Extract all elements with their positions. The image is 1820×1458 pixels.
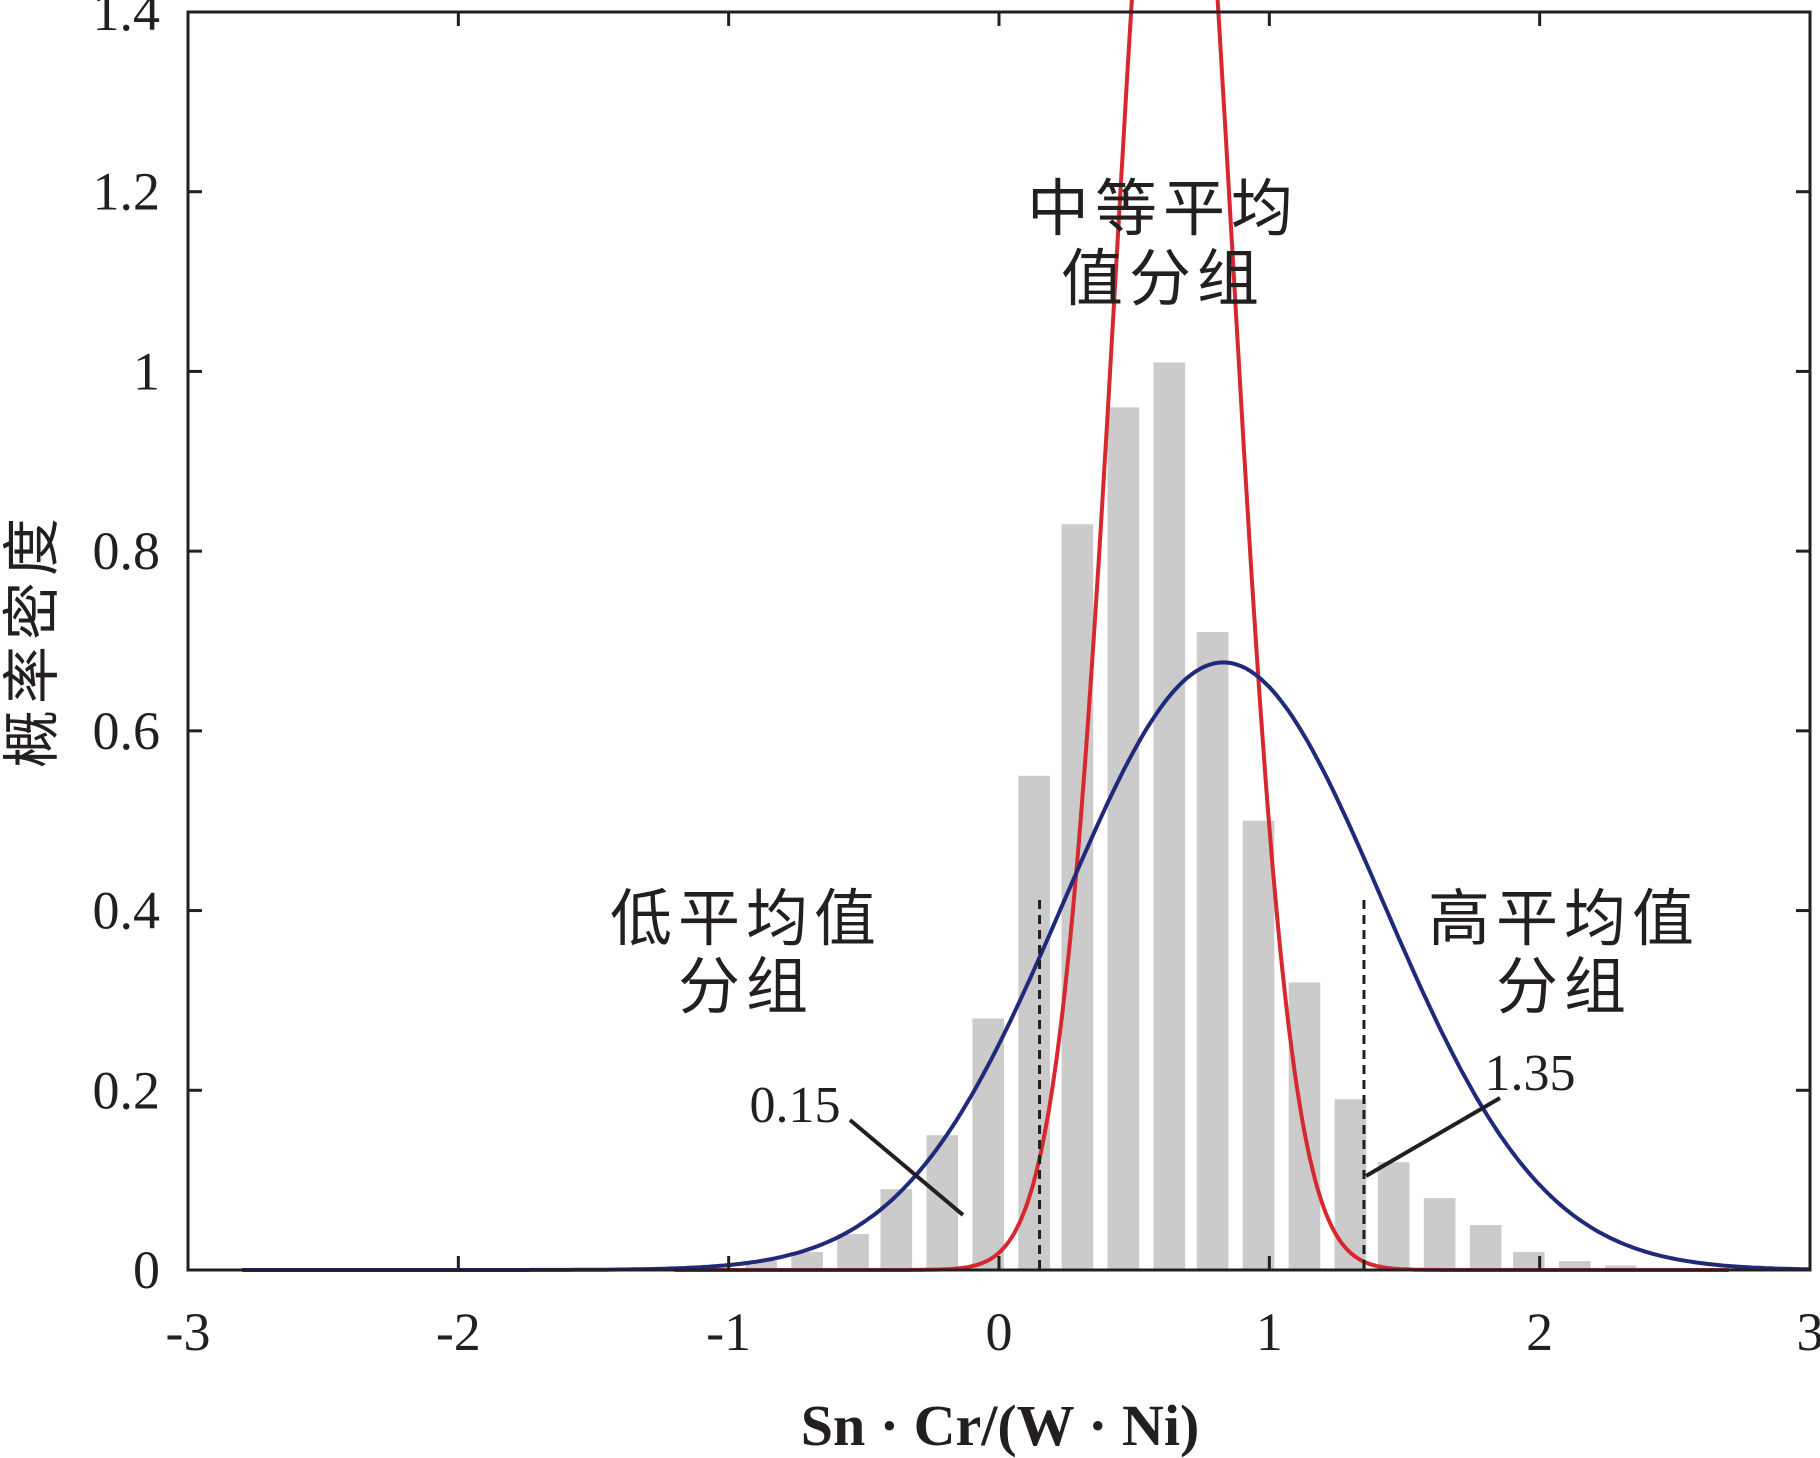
annotation-low-group-line1: 低平均值 [610, 886, 882, 954]
y-tick-label: 0.2 [93, 1060, 161, 1120]
histogram-bar [1604, 1265, 1637, 1270]
y-tick-label: 0.6 [93, 701, 161, 761]
histogram-bar [1196, 632, 1229, 1270]
y-tick-label: 1 [133, 341, 160, 401]
annotation-high-group-line2: 分组 [1496, 954, 1632, 1022]
histogram-bars [745, 362, 1637, 1270]
annotation-mid-group-line2: 值分组 [1061, 246, 1265, 314]
x-axis-label: Sn · Cr/(W · Ni) [801, 1393, 1200, 1458]
threshold-leader-0.15 [848, 1118, 965, 1217]
y-tick-label: 0.8 [93, 521, 161, 581]
annotation-low-group-line2: 分组 [678, 954, 814, 1022]
y-tick-label: 0 [133, 1240, 160, 1300]
histogram-bar [1558, 1261, 1591, 1270]
histogram-bar [1334, 1099, 1367, 1270]
histogram-bar [1469, 1225, 1502, 1270]
y-axis-label: 概率密度 [0, 512, 65, 768]
x-tick-label: -2 [436, 1302, 481, 1362]
histogram-bar [745, 1261, 777, 1270]
annotation-mid-group-line1: 中等平均 [1027, 176, 1299, 244]
histogram-bar [1153, 362, 1186, 1270]
y-tick-label: 1.2 [93, 162, 161, 222]
y-tick-label: 1.4 [93, 0, 161, 42]
x-tick-label: 0 [986, 1302, 1013, 1362]
axis-ticks: -3 -2 -1 0 1 2 3 0 0.2 0.4 0.6 0.8 1 1.2 1.4 [93, 0, 1820, 1362]
histogram-bar [880, 1189, 913, 1270]
histogram-bar [791, 1252, 823, 1270]
x-tick-label: 2 [1526, 1302, 1553, 1362]
threshold-lines [1038, 900, 1366, 1270]
threshold-label-1.35: 1.35 [1485, 1045, 1576, 1102]
x-tick-label: -3 [166, 1302, 211, 1362]
histogram-bar [1018, 775, 1050, 1270]
x-tick-label: 1 [1256, 1302, 1283, 1362]
y-tick-label: 0.4 [93, 881, 161, 941]
histogram-bar [1513, 1252, 1545, 1270]
annotation-high-group-line1: 高平均值 [1428, 886, 1700, 954]
x-tick-label: -1 [706, 1302, 751, 1362]
histogram-bar [1242, 820, 1275, 1270]
histogram-bar [972, 1018, 1005, 1270]
threshold-label-0.15: 0.15 [750, 1077, 841, 1134]
histogram-bar [1107, 407, 1140, 1270]
histogram-bar [1423, 1198, 1456, 1270]
threshold-leader-1.35 [1364, 1096, 1502, 1178]
histogram-bar [837, 1234, 869, 1270]
x-tick-label: 3 [1797, 1302, 1820, 1362]
histogram-bar [1377, 1162, 1410, 1270]
